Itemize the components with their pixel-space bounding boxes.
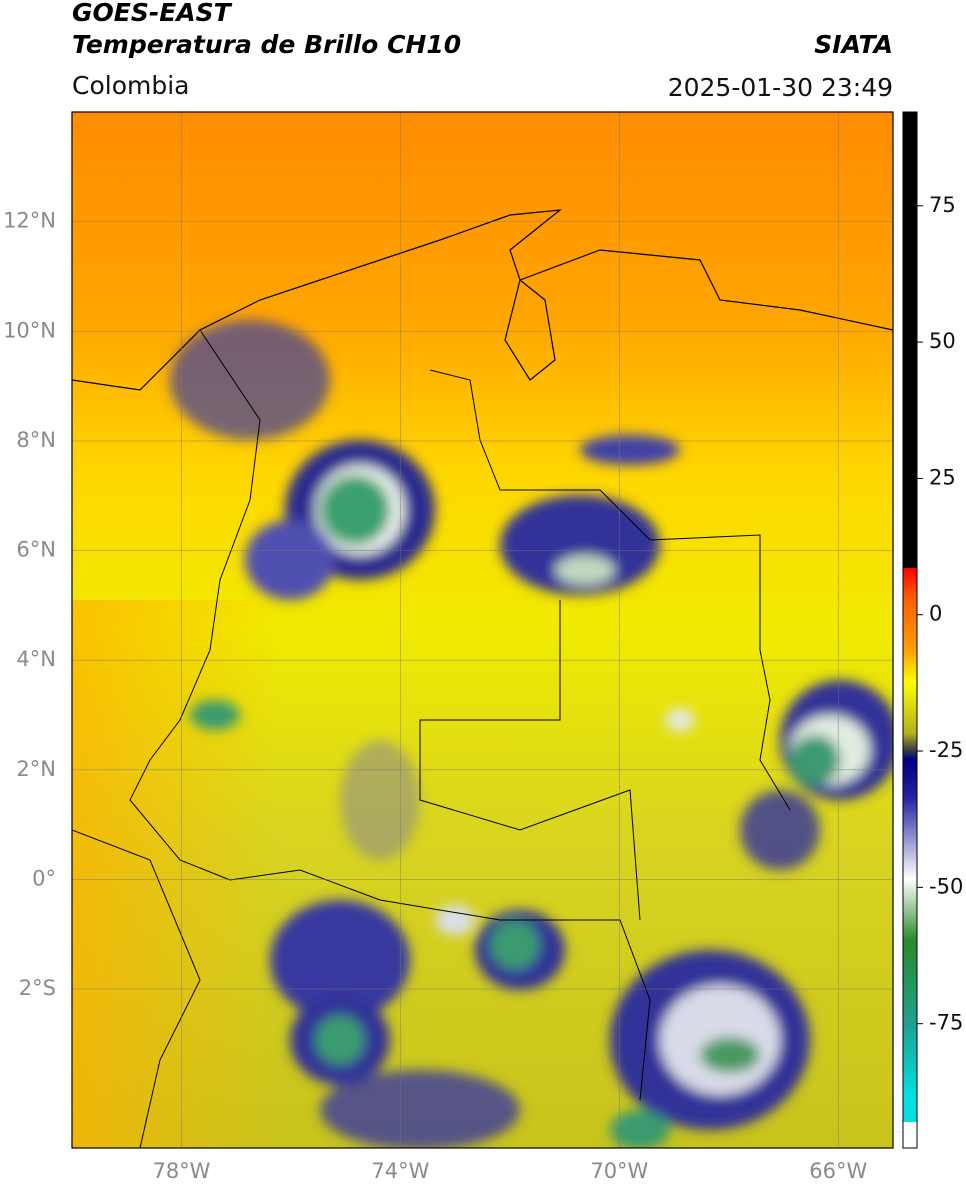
source: SIATA [814, 30, 893, 59]
y-tick-label: 12°N [3, 209, 56, 233]
colorbar-tick-label: 75 [929, 193, 956, 217]
satellite-image [72, 112, 893, 1148]
x-tick-label: 66°W [809, 1159, 867, 1183]
datetime: 2025-01-30 23:49 [668, 73, 893, 102]
y-tick-label: 0° [32, 866, 56, 890]
colorbar-tick-label: -25 [929, 738, 963, 762]
colorbar [902, 111, 918, 1149]
y-tick-label: 2°N [16, 757, 56, 781]
map-frame [71, 111, 894, 1149]
y-tick-label: 4°N [16, 647, 56, 671]
colorbar-tick-label: 0 [929, 602, 942, 626]
x-tick-label: 74°W [371, 1159, 429, 1183]
colorbar-tick-label: -50 [929, 874, 963, 898]
y-tick-label: 2°S [19, 976, 56, 1000]
colorbar-tick-label: 25 [929, 465, 956, 489]
title-main: Temperatura de Brillo CH10 [72, 30, 461, 59]
colorbar-tick-label: -75 [929, 1011, 963, 1035]
x-tick-label: 78°W [152, 1159, 210, 1183]
region: Colombia [72, 71, 189, 100]
x-tick-label: 70°W [590, 1159, 648, 1183]
colorbar-tick-label: 50 [929, 329, 956, 353]
y-tick-label: 10°N [3, 318, 56, 342]
y-tick-label: 8°N [16, 428, 56, 452]
y-tick-label: 6°N [16, 538, 56, 562]
title-top: GOES-EAST [72, 0, 233, 27]
